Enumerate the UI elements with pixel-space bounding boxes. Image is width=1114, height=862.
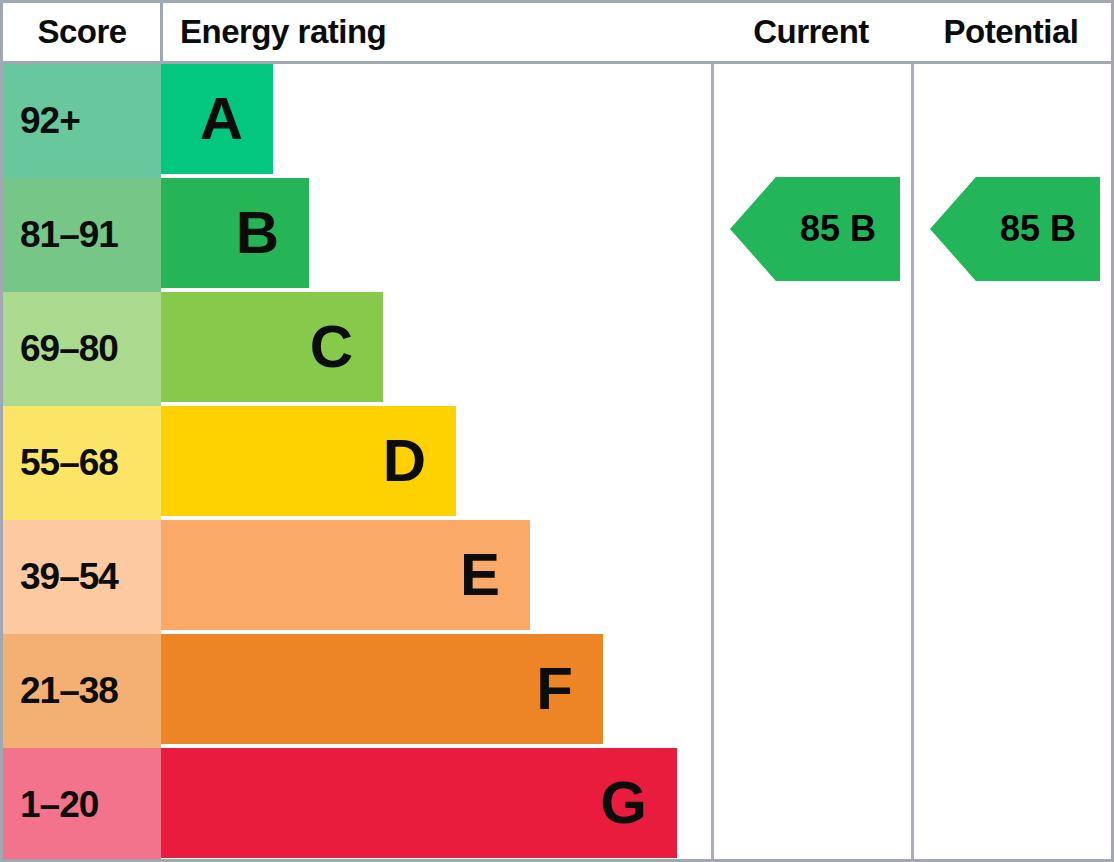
band-rating-letter: A — [200, 64, 273, 174]
score-column-header: Score — [3, 3, 161, 61]
band-score-cell: 55–68 — [3, 406, 161, 520]
score-header-divider — [160, 3, 163, 61]
band-bar-d: D — [161, 406, 456, 516]
band-score-range: 92+ — [3, 100, 80, 142]
band-row-a: 92+ A — [3, 64, 1111, 178]
band-bar-e: E — [161, 520, 530, 630]
energy-rating-column-header: Energy rating — [180, 3, 386, 61]
band-score-cell: 81–91 — [3, 178, 161, 292]
band-score-cell: 21–38 — [3, 634, 161, 748]
band-rating-letter: E — [460, 520, 530, 630]
band-score-range: 39–54 — [3, 556, 118, 598]
band-bar-b: B — [161, 178, 309, 288]
band-score-cell: 1–20 — [3, 748, 161, 862]
band-score-range: 69–80 — [3, 328, 118, 370]
band-rating-letter: B — [236, 178, 309, 288]
band-bar-a: A — [161, 64, 273, 174]
band-score-range: 55–68 — [3, 442, 118, 484]
band-rating-letter: F — [536, 634, 603, 744]
potential-column-divider — [911, 3, 914, 859]
band-score-range: 81–91 — [3, 214, 118, 256]
band-row-g: 1–20 G — [3, 748, 1111, 862]
current-column-divider — [711, 3, 714, 859]
band-bar-g: G — [161, 748, 677, 858]
current-rating-value: 85 B — [800, 208, 876, 250]
band-row-f: 21–38 F — [3, 634, 1111, 748]
band-rating-letter: G — [600, 748, 677, 858]
band-score-cell: 69–80 — [3, 292, 161, 406]
current-column-header: Current — [711, 3, 911, 61]
epc-rating-chart: Score Energy rating Current Potential 92… — [0, 0, 1114, 862]
band-score-cell: 92+ — [3, 64, 161, 178]
band-score-range: 1–20 — [3, 784, 98, 826]
band-bar-c: C — [161, 292, 383, 402]
chart-header-row: Score Energy rating Current Potential — [3, 3, 1111, 64]
band-row-d: 55–68 D — [3, 406, 1111, 520]
band-row-c: 69–80 C — [3, 292, 1111, 406]
band-bar-f: F — [161, 634, 603, 744]
potential-rating-value: 85 B — [1000, 208, 1076, 250]
band-score-range: 21–38 — [3, 670, 118, 712]
band-rating-letter: D — [383, 406, 456, 516]
band-score-cell: 39–54 — [3, 520, 161, 634]
band-rating-letter: C — [310, 292, 383, 402]
potential-column-header: Potential — [911, 3, 1111, 61]
band-row-e: 39–54 E — [3, 520, 1111, 634]
